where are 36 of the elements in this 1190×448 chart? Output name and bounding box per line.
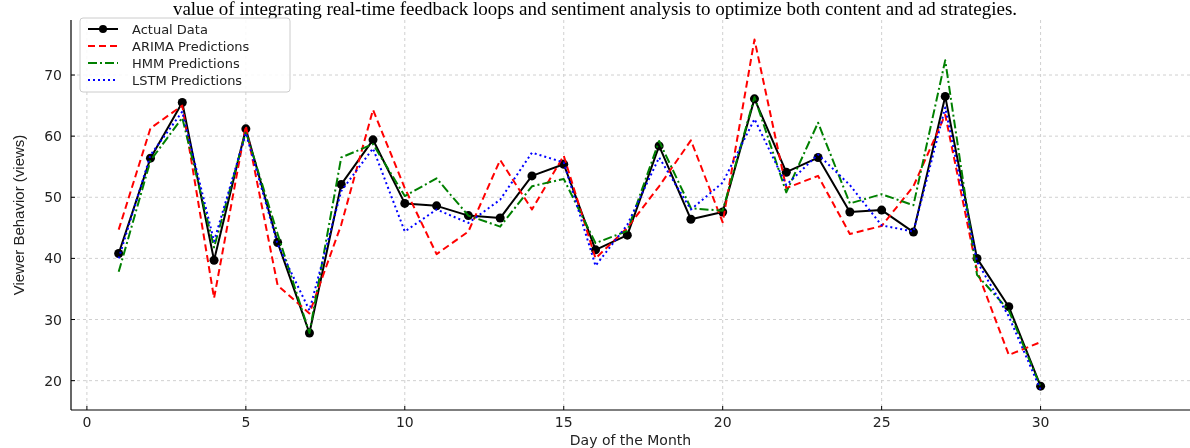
point xyxy=(495,213,505,223)
y-tick-label: 30 xyxy=(44,311,62,328)
point xyxy=(177,98,187,108)
point xyxy=(686,214,696,224)
x-axis-title: Day of the Month xyxy=(569,432,692,448)
point xyxy=(209,255,219,265)
y-tick-label: 60 xyxy=(44,128,62,145)
x-tick-label: 20 xyxy=(713,414,732,430)
point xyxy=(336,179,346,189)
point xyxy=(527,171,537,181)
x-tick-label: 10 xyxy=(395,414,414,430)
point xyxy=(622,230,632,240)
y-tick-label: 40 xyxy=(44,250,62,267)
y-tick-label: 70 xyxy=(44,67,62,84)
chart-title: value of integrating real-time feedback loops and sentiment analysis to optimize both content and ad strategies. xyxy=(172,0,1018,19)
point xyxy=(845,207,855,217)
x-tick-label: 15 xyxy=(554,414,573,430)
line-series xyxy=(117,38,1042,356)
point xyxy=(400,198,410,208)
x-tick-label: 25 xyxy=(872,414,891,430)
legend-label: HMM Predictions xyxy=(132,56,240,71)
point xyxy=(1004,302,1014,312)
y-tick-label: 20 xyxy=(44,372,62,389)
x-tick-label: 30 xyxy=(1031,414,1050,430)
legend-label: ARIMA Predictions xyxy=(132,39,250,54)
point xyxy=(781,167,791,177)
point xyxy=(877,205,887,215)
legend-label: LSTM Predictions xyxy=(132,73,243,88)
point xyxy=(432,201,442,211)
point xyxy=(368,135,378,145)
point xyxy=(940,91,950,101)
x-tick-label: 0 xyxy=(82,414,92,430)
y-axis-title: Viewer Behavior (views) xyxy=(10,134,27,296)
x-tick-label: 5 xyxy=(241,414,251,430)
legend-label: Actual Data xyxy=(132,22,208,37)
y-tick-label: 50 xyxy=(44,189,62,206)
